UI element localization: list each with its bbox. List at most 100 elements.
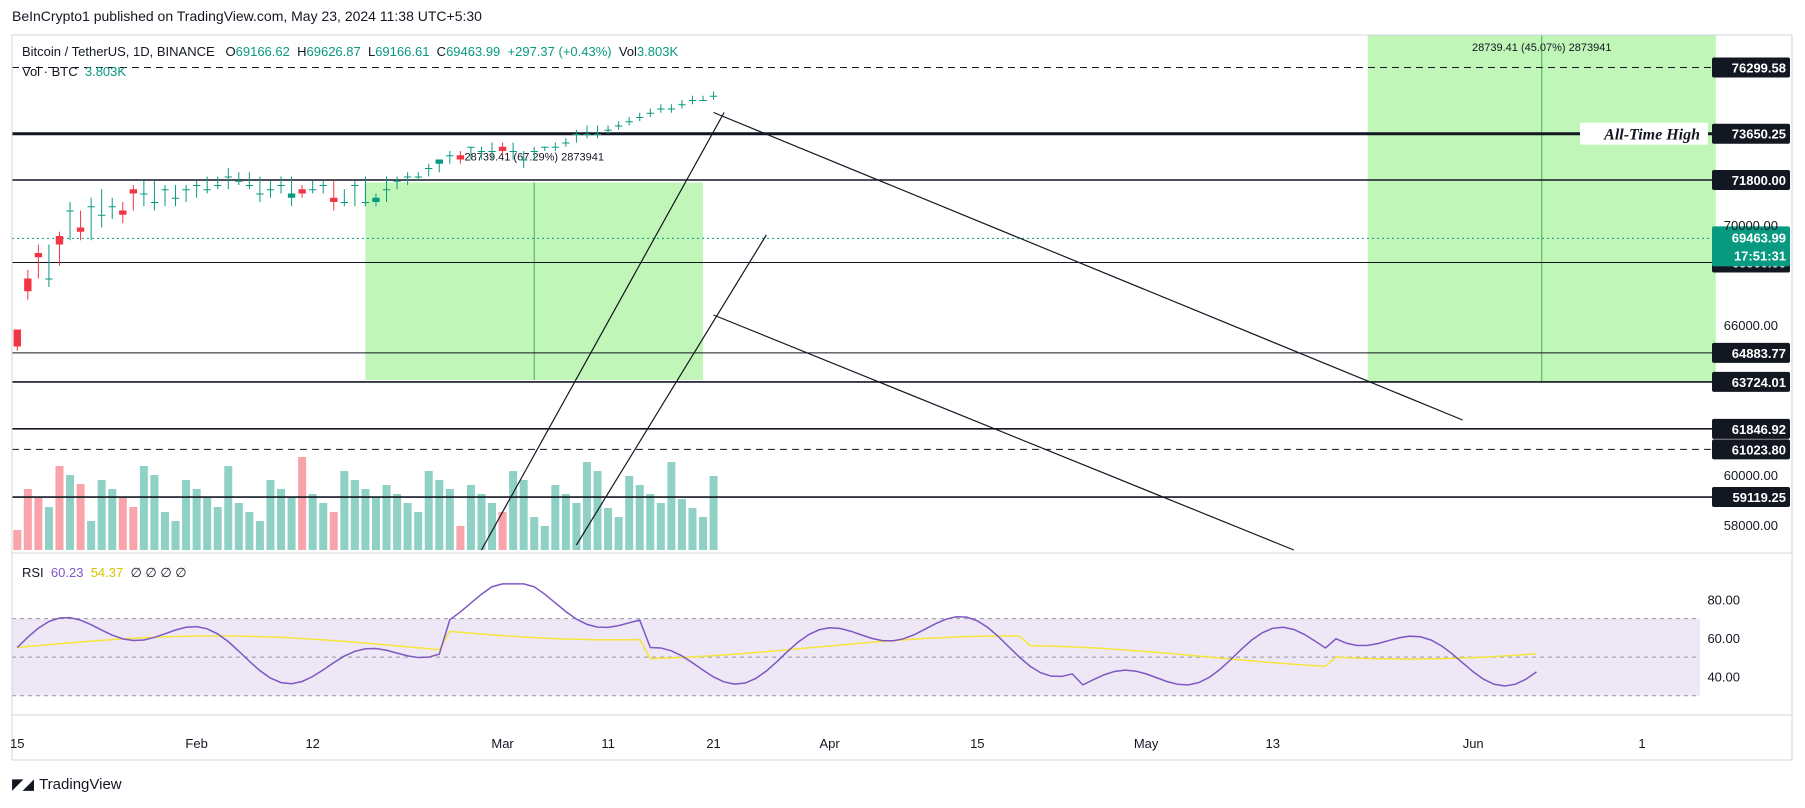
price-tick: 60000.00: [1724, 468, 1778, 483]
volume-bar: [287, 498, 296, 550]
candle-body: [646, 112, 654, 114]
candle-body: [636, 117, 644, 118]
volume-bar: [118, 498, 127, 550]
volume-bar: [66, 475, 75, 550]
volume-bar: [414, 512, 423, 550]
candle-body: [667, 108, 676, 110]
candle-body: [382, 189, 391, 191]
rsi-tick: 40.00: [1707, 669, 1740, 684]
candle-body: [593, 134, 602, 135]
volume-bar: [108, 489, 117, 550]
volume-bar: [677, 499, 686, 550]
volume-bar: [582, 462, 591, 550]
rsi-value: 60.23: [50, 565, 84, 580]
level-tag-6: [1712, 418, 1790, 439]
volume-bar: [34, 498, 43, 550]
price-tick: 66000.00: [1724, 318, 1778, 333]
candle-body: [76, 227, 85, 232]
level-tag-5: [1712, 371, 1790, 392]
volume-bar: [350, 480, 359, 550]
candle-body: [330, 197, 338, 202]
volume-bar: [382, 485, 391, 550]
footer-brand[interactable]: ◤◢ TradingView: [12, 775, 122, 794]
volume-bar: [509, 471, 518, 550]
volume-bar: [403, 503, 412, 550]
volume-bar: [97, 480, 106, 550]
footer-brand-text: TradingView: [39, 775, 122, 793]
level-label-2: 71800.00: [1732, 173, 1786, 188]
candle-body: [266, 189, 275, 191]
time-tick: Jun: [1463, 736, 1484, 751]
rsi-pane: 80.00 60.00 40.00: [12, 583, 1740, 697]
rsi-tick: 60.00: [1707, 631, 1740, 646]
countdown-label: 17:51:31: [1734, 248, 1786, 263]
candle-body: [319, 185, 327, 186]
time-tick: 21: [706, 736, 720, 751]
candle-body: [66, 210, 74, 212]
volume-bar: [699, 517, 708, 550]
candle-body: [425, 168, 433, 169]
candle-body: [435, 159, 443, 164]
time-tick: 15: [970, 736, 984, 751]
volume-bar: [519, 480, 528, 550]
candle-body: [678, 104, 686, 106]
volume-bar: [435, 480, 444, 550]
volume-bar: [277, 489, 286, 550]
candle-body: [277, 185, 285, 186]
trendline-1: [575, 234, 767, 546]
trendlines[interactable]: [480, 111, 1463, 551]
candle-body: [203, 189, 211, 191]
candle-body: [161, 189, 169, 191]
trendline-2: [713, 111, 1463, 421]
volume-bar: [160, 512, 169, 550]
close-value: 69463.99: [446, 44, 501, 59]
volume-bar: [445, 489, 454, 550]
candle-body: [256, 193, 264, 195]
candle-body: [351, 185, 359, 186]
volume-bar: [308, 494, 317, 550]
volume-bar: [150, 475, 159, 550]
volume-bar: [488, 503, 497, 550]
candle-body: [45, 278, 53, 280]
volume-bar: [688, 508, 697, 550]
candle-body: [414, 176, 422, 178]
time-tick: Mar: [491, 736, 514, 751]
candle-body: [87, 206, 95, 208]
volume-bar: [498, 512, 507, 550]
candle-body: [108, 206, 116, 208]
candle-body: [13, 329, 21, 347]
level-tag-4: [1712, 342, 1790, 363]
level-note-bg-1: [1580, 122, 1708, 145]
open-value: 69166.62: [235, 44, 290, 59]
volume-bar: [129, 507, 138, 550]
candle-body: [150, 202, 159, 203]
level-label-4: 64883.77: [1732, 346, 1786, 361]
vol-btc-value: 3.803K: [84, 64, 127, 79]
volume-bar: [87, 521, 96, 550]
candle-body: [509, 151, 517, 152]
time-tick: 11: [601, 736, 615, 751]
candle-body: [467, 146, 475, 148]
volume-bar: [55, 466, 64, 550]
volume-bar: [646, 494, 655, 550]
candle-body: [224, 176, 232, 178]
time-tick: Apr: [820, 736, 841, 751]
candle-body: [699, 100, 707, 101]
published-header: BeInCrypto1 published on TradingView.com…: [12, 8, 482, 24]
candle-body: [488, 151, 496, 152]
volume-bar: [319, 503, 328, 550]
symbol-name[interactable]: Bitcoin / TetherUS, 1D, BINANCE: [22, 44, 215, 59]
candles: [13, 91, 718, 351]
open-label: O: [225, 44, 236, 59]
volume-bar: [329, 512, 338, 550]
volume-bar: [44, 507, 53, 550]
candle-body: [129, 189, 138, 194]
volume-bar: [234, 503, 243, 550]
price-tick: 70000.00: [1724, 218, 1778, 233]
candle-body: [583, 134, 591, 135]
volume-bar: [23, 489, 32, 550]
volume-bar: [656, 503, 665, 550]
